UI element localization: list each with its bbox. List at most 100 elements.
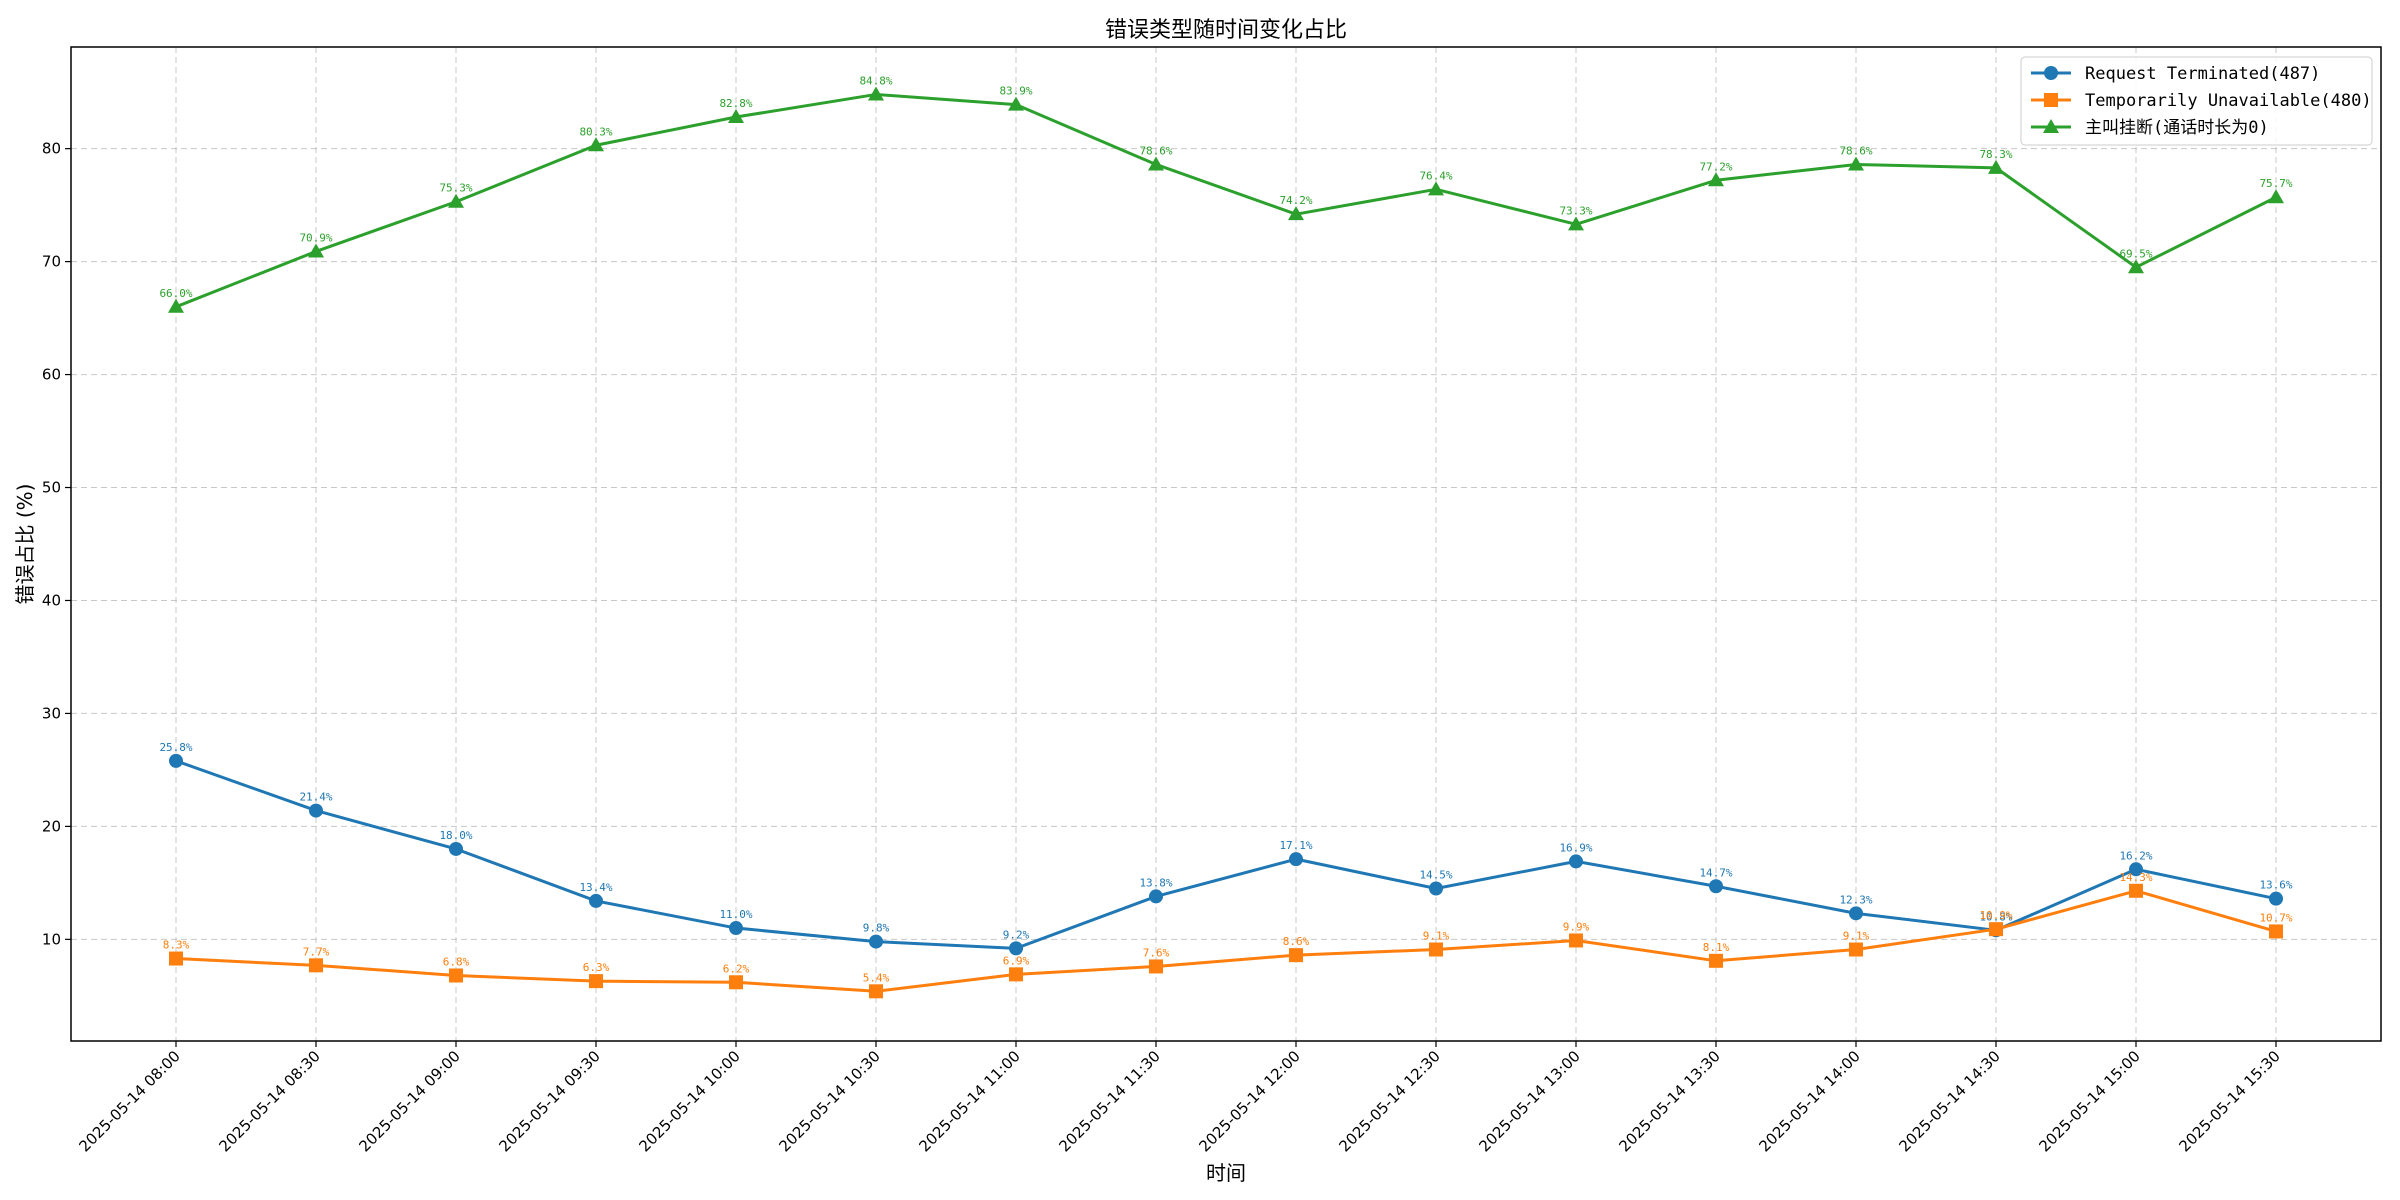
data-label: 14.3% [2119, 871, 2152, 884]
series-layer: 25.8% 21.4% 18.0% 13.4% 11.0% 9.8% 9.2% 13.8% 17… [159, 74, 2293, 999]
series-line [175, 92, 2277, 309]
x-axis: 2025-05-14 08:00 2025-05-14 08:30 2025-05-… [76, 1041, 2284, 1155]
data-point [1429, 942, 1443, 957]
data-label: 8.1% [1703, 941, 1730, 954]
data-point [1849, 906, 1863, 921]
series-line [175, 889, 2277, 993]
legend-marker [2044, 66, 2058, 80]
data-label: 78.6% [1139, 144, 1172, 157]
data-point [1008, 96, 1024, 111]
data-label: 17.1% [1279, 839, 1312, 852]
data-point [1429, 881, 1443, 896]
data-label: 6.8% [443, 955, 470, 968]
series-1: 25.8% 21.4% 18.0% 13.4% 11.0% 9.8% 9.2% 13.8% 17… [159, 741, 2293, 956]
data-label: 9.2% [1003, 928, 1030, 941]
chart-title: 错误类型随时间变化占比 [1105, 18, 1347, 43]
data-point [728, 109, 744, 124]
data-point [1568, 216, 1584, 231]
y-tick-label: 70 [42, 253, 61, 271]
data-point [869, 934, 883, 949]
x-tick-label: 2025-05-14 08:30 [216, 1047, 324, 1155]
data-point [1148, 156, 1164, 171]
data-point [1428, 181, 1444, 196]
data-point [308, 243, 324, 258]
data-point [1709, 953, 1723, 968]
data-label: 73.3% [1559, 204, 1592, 217]
data-label: 7.7% [303, 945, 330, 958]
data-point [1989, 922, 2003, 937]
y-axis: 10 20 30 40 50 60 70 80 [42, 140, 71, 948]
x-tick-label: 2025-05-14 10:30 [776, 1047, 884, 1155]
legend-entry: Temporarily Unavailable(480) [2031, 91, 2372, 111]
data-label: 14.5% [1419, 869, 1452, 882]
data-label: 5.4% [863, 971, 890, 984]
x-tick-label: 2025-05-14 12:30 [1336, 1047, 1444, 1155]
legend-label: Temporarily Unavailable(480) [2085, 91, 2372, 111]
data-point [589, 974, 603, 989]
x-axis-label: 时间 [1206, 1161, 1246, 1185]
x-tick-label: 2025-05-14 13:00 [1476, 1047, 1584, 1155]
data-point [1569, 933, 1583, 948]
legend-label: Request Terminated(487) [2085, 64, 2320, 84]
series-line [175, 759, 2277, 950]
data-point [2269, 891, 2283, 906]
legend: Request Terminated(487) Temporarily Unava… [2020, 56, 2373, 146]
data-point [309, 958, 323, 973]
data-label: 69.5% [2119, 247, 2152, 260]
data-label: 74.2% [1279, 194, 1312, 207]
data-label: 83.9% [999, 85, 1032, 98]
data-point [1289, 852, 1303, 867]
data-point [1289, 948, 1303, 963]
data-label: 9.9% [1563, 920, 1590, 933]
data-label: 12.3% [1839, 893, 1872, 906]
legend-entry: Request Terminated(487) [2031, 64, 2320, 84]
data-label: 9.1% [1423, 930, 1450, 943]
y-tick-label: 80 [42, 140, 61, 158]
data-label: 6.9% [1003, 954, 1030, 967]
legend-box [2020, 56, 2373, 146]
legend-marker [2043, 119, 2059, 133]
y-tick-label: 30 [42, 704, 61, 722]
y-tick-label: 10 [42, 930, 61, 948]
data-point [168, 298, 184, 313]
x-tick-label: 2025-05-14 15:30 [2176, 1047, 2284, 1155]
x-tick-label: 2025-05-14 12:00 [1196, 1047, 1304, 1155]
x-tick-label: 2025-05-14 10:00 [636, 1047, 744, 1155]
data-point [1009, 941, 1023, 956]
data-label: 16.9% [1559, 841, 1592, 854]
legend-label: 主叫挂断(通话时长为0) [2085, 118, 2269, 138]
data-point [2268, 189, 2284, 204]
x-tick-label: 2025-05-14 14:30 [1896, 1047, 2004, 1155]
grid-lines [71, 47, 2381, 1041]
data-point [1709, 879, 1723, 894]
data-point [169, 951, 183, 966]
data-point [169, 753, 183, 768]
data-label: 84.8% [859, 74, 892, 87]
data-label: 16.2% [2119, 849, 2152, 862]
data-point [1288, 206, 1304, 221]
data-point [1708, 172, 1724, 187]
data-label: 9.8% [863, 922, 890, 935]
data-label: 70.9% [299, 231, 332, 244]
data-label: 10.7% [2259, 911, 2292, 924]
x-tick-label: 2025-05-14 13:30 [1616, 1047, 1724, 1155]
legend-marker [2044, 93, 2058, 107]
data-point [2129, 883, 2143, 898]
data-point [1149, 959, 1163, 974]
data-label: 25.8% [159, 741, 192, 754]
data-label: 82.8% [719, 97, 752, 110]
y-tick-label: 40 [42, 591, 61, 609]
y-tick-label: 20 [42, 817, 61, 835]
data-label: 66.0% [159, 287, 192, 300]
data-point [449, 841, 463, 856]
y-tick-label: 60 [42, 366, 61, 384]
data-point [1848, 156, 1864, 171]
data-point [869, 984, 883, 999]
data-point [588, 137, 604, 152]
data-label: 80.3% [579, 125, 612, 138]
data-point [868, 86, 884, 101]
x-tick-label: 2025-05-14 11:30 [1056, 1047, 1164, 1155]
data-label: 78.6% [1839, 144, 1872, 157]
data-label: 76.4% [1419, 169, 1452, 182]
